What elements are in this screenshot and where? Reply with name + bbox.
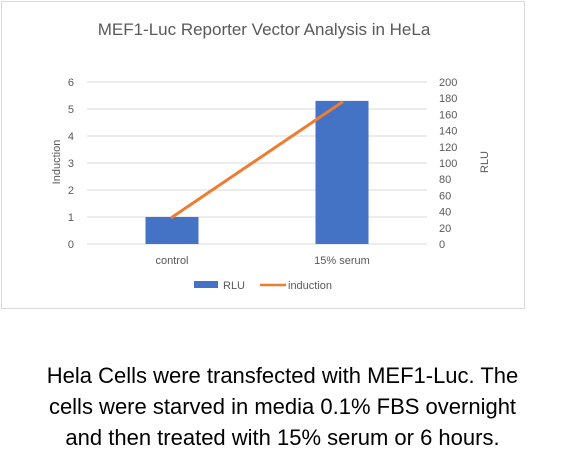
legend: RLU induction bbox=[194, 280, 332, 292]
right-tick-label: 120 bbox=[439, 142, 457, 154]
category-label: 15% serum bbox=[314, 255, 370, 267]
left-tick-label: 6 bbox=[68, 77, 74, 89]
caption-line: Hela Cells were transfected with MEF1-Lu… bbox=[46, 363, 519, 388]
bar-series bbox=[145, 100, 369, 245]
right-tick-label: 100 bbox=[439, 158, 457, 170]
right-tick-label: 80 bbox=[439, 174, 451, 186]
left-axis-ticks: 0 1 2 3 4 5 6 bbox=[68, 77, 74, 251]
right-axis-title: RLU bbox=[479, 151, 491, 173]
left-axis-title: Induction bbox=[51, 140, 63, 185]
right-tick-label: 60 bbox=[439, 190, 451, 202]
right-tick-label: 180 bbox=[439, 93, 457, 105]
right-tick-label: 140 bbox=[439, 126, 457, 138]
right-tick-label: 0 bbox=[439, 239, 445, 251]
left-tick-label: 4 bbox=[68, 131, 74, 143]
chart-title: MEF1-Luc Reporter Vector Analysis in HeL… bbox=[98, 20, 431, 39]
caption-line: and then treated with 15% serum or 6 hou… bbox=[65, 425, 500, 450]
induction-line bbox=[170, 100, 344, 219]
right-tick-label: 20 bbox=[439, 223, 451, 235]
legend-induction-label: induction bbox=[288, 280, 332, 292]
right-tick-label: 160 bbox=[439, 109, 457, 121]
caption: Hela Cells were transfected with MEF1-Lu… bbox=[0, 360, 565, 453]
caption-line: cells were starved in media 0.1% FBS ove… bbox=[48, 394, 517, 419]
legend-rlu-swatch bbox=[194, 281, 218, 288]
category-labels: control 15% serum bbox=[155, 255, 369, 267]
right-tick-label: 200 bbox=[439, 77, 457, 89]
chart-svg: MEF1-Luc Reporter Vector Analysis in HeL… bbox=[51, 20, 491, 292]
bar bbox=[315, 100, 369, 245]
left-tick-label: 5 bbox=[68, 104, 74, 116]
left-tick-label: 0 bbox=[68, 239, 74, 251]
right-axis-ticks: 0 20 40 60 80 100 120 140 160 180 200 bbox=[439, 77, 457, 251]
left-tick-label: 1 bbox=[68, 212, 74, 224]
chart-container: MEF1-Luc Reporter Vector Analysis in HeL… bbox=[1, 1, 525, 309]
right-tick-label: 40 bbox=[439, 207, 451, 219]
line-series bbox=[170, 100, 344, 219]
left-tick-label: 2 bbox=[68, 185, 74, 197]
left-tick-label: 3 bbox=[68, 158, 74, 170]
category-label: control bbox=[155, 255, 188, 267]
gridlines bbox=[87, 81, 427, 245]
bar bbox=[145, 217, 199, 244]
legend-rlu-label: RLU bbox=[223, 280, 245, 292]
